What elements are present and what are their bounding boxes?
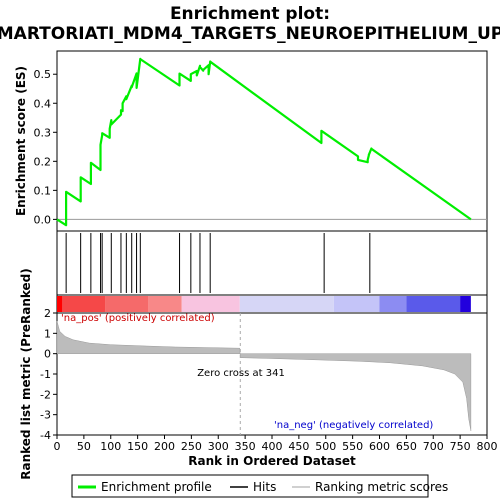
x-tick-label: 500	[315, 440, 336, 453]
color-bar-segment	[379, 296, 407, 312]
es-y-tick-label: 0.2	[34, 155, 52, 168]
legend-enrichment-label: Enrichment profile	[101, 480, 212, 494]
metric-y-tick-label: 2	[44, 307, 51, 320]
es-y-axis-label: Enrichment score (ES)	[14, 66, 28, 216]
color-bar-segment	[460, 296, 471, 312]
color-bar-segment	[57, 296, 63, 312]
enrichment-profile-line	[56, 57, 472, 227]
hits-panel-frame	[56, 230, 488, 296]
es-panel-frame	[56, 50, 488, 232]
x-tick-label: 600	[369, 440, 390, 453]
legend-metric-label: Ranking metric scores	[315, 480, 448, 494]
zero-cross-label: Zero cross at 341	[197, 368, 285, 379]
metric-y-tick-label: -1	[40, 368, 51, 381]
metric-y-axis: 2 1 0 -1 -2 -3 -4	[40, 307, 57, 442]
x-tick-label: 800	[477, 440, 498, 453]
es-y-tick-label: 0.3	[34, 126, 52, 139]
color-bar-segment	[239, 296, 334, 312]
es-y-tick-label: 0.4	[34, 97, 52, 110]
legend-hits-label: Hits	[253, 480, 276, 494]
chart-title-line1: Enrichment plot:	[170, 4, 330, 24]
x-tick-label: 450	[288, 440, 309, 453]
x-tick-label: 350	[235, 440, 256, 453]
es-y-axis: 0.0 0.1 0.2 0.3 0.4 0.5	[34, 68, 57, 226]
x-tick-label: 700	[423, 440, 444, 453]
x-tick-label: 550	[342, 440, 363, 453]
color-bar-segment	[333, 296, 380, 312]
x-tick-label: 150	[127, 440, 148, 453]
es-y-tick-label: 0.1	[34, 184, 52, 197]
x-tick-label: 200	[154, 440, 175, 453]
x-axis: 0 50 100 150 200 250 300 350 400 450 500 550 600 650 7…	[54, 435, 498, 453]
neg-correlated-label: 'na_neg' (negatively correlated)	[274, 420, 433, 431]
x-tick-label: 100	[100, 440, 121, 453]
metric-y-tick-label: -2	[40, 388, 51, 401]
es-y-tick-label: 0.5	[34, 68, 52, 81]
x-tick-label: 650	[396, 440, 417, 453]
color-bar-segment	[148, 296, 182, 312]
metric-y-tick-label: 1	[44, 327, 51, 340]
metric-y-tick-label: 0	[44, 348, 51, 361]
enrichment-profile-series	[56, 57, 472, 227]
x-tick-label: 50	[77, 440, 91, 453]
x-axis-label: Rank in Ordered Dataset	[188, 454, 356, 468]
legend-box	[71, 474, 429, 498]
color-bar-segment	[62, 296, 106, 312]
x-tick-label: 400	[262, 440, 283, 453]
rank-color-bar	[57, 296, 471, 312]
hits-series	[65, 233, 371, 293]
metric-y-tick-label: -4	[40, 429, 51, 442]
x-tick-label: 300	[208, 440, 229, 453]
metric-area	[56, 321, 472, 431]
color-bar-segment	[181, 296, 240, 312]
ranking-metric-series	[56, 313, 472, 435]
chart-title-line2: MARTORIATI_MDM4_TARGETS_NEUROEPITHELIUM_…	[0, 24, 500, 44]
x-tick-label: 750	[450, 440, 471, 453]
x-tick-label: 0	[54, 440, 61, 453]
color-bar-segment	[105, 296, 149, 312]
pos-correlated-label: 'na_pos' (positively correlated)	[61, 313, 215, 324]
x-tick-label: 250	[181, 440, 202, 453]
es-y-tick-label: 0.0	[34, 213, 52, 226]
color-bar-segment	[406, 296, 461, 312]
metric-y-axis-label: Ranked list metric (PreRanked)	[19, 268, 33, 480]
metric-y-tick-label: -3	[40, 409, 51, 422]
